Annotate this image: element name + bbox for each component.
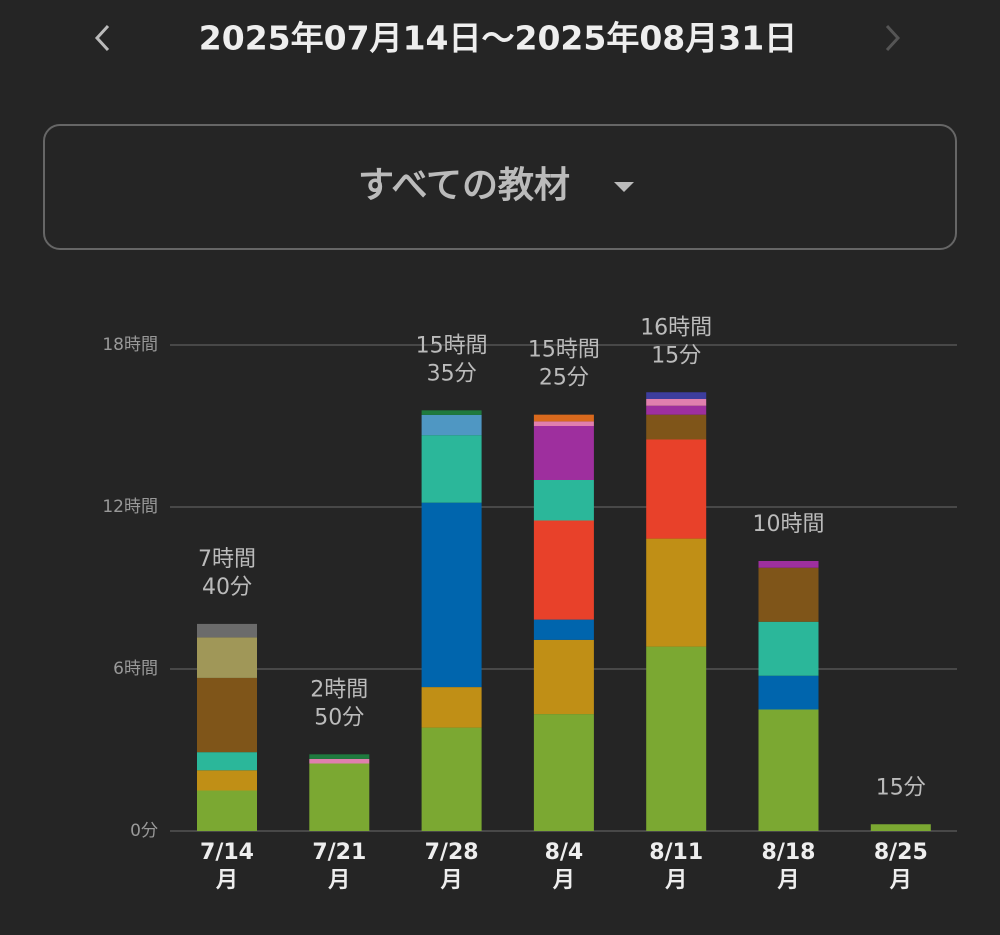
bar-segment: [533, 714, 594, 831]
total-label: 50分: [314, 706, 364, 731]
y-tick-label: 12時間: [102, 497, 158, 517]
bar-segment: [533, 639, 594, 715]
dropdown-arrow: [614, 182, 634, 192]
x-tick-sublabel: 月: [889, 868, 912, 893]
y-tick-label: 18時間: [102, 335, 158, 355]
bar-segment: [533, 480, 594, 521]
bar-segment: [646, 439, 707, 539]
x-tick-sublabel: 月: [552, 868, 575, 893]
bar-segment: [533, 421, 594, 426]
x-tick-label: 8/18: [762, 840, 816, 865]
bar-segment: [197, 623, 257, 638]
total-label: 35分: [427, 361, 477, 386]
bar-segment: [533, 619, 594, 640]
bar-segment: [197, 637, 257, 678]
bar-segment: [421, 414, 482, 436]
bar-segment: [197, 752, 257, 771]
bar-segment: [758, 675, 819, 710]
bar-segment: [646, 405, 707, 415]
bar-segment: [421, 687, 482, 728]
total-label: 15時間: [416, 333, 488, 358]
y-tick-label: 6時間: [113, 659, 158, 679]
bar-segment: [870, 824, 931, 831]
x-tick-label: 7/28: [425, 840, 479, 865]
filter-dropdown[interactable]: [43, 124, 957, 250]
bar-segment: [421, 502, 482, 688]
bar-segment: [646, 392, 707, 399]
bar-segment: [646, 414, 707, 440]
total-label: 2時間: [310, 678, 368, 703]
total-label: 15分: [876, 775, 926, 800]
total-label: 25分: [539, 366, 589, 391]
total-label: 40分: [202, 575, 252, 600]
bar-segment: [646, 538, 707, 647]
total-label: 10時間: [753, 512, 825, 537]
bar-segment: [646, 399, 707, 406]
bar-segment: [309, 758, 370, 764]
total-label: 15時間: [528, 338, 600, 363]
bar-segment: [309, 754, 370, 759]
bar-segment: [421, 410, 482, 415]
bar-segment: [197, 790, 257, 831]
bar-segment: [197, 770, 257, 791]
y-tick-label: 0分: [130, 821, 158, 841]
x-tick-sublabel: 月: [440, 868, 463, 893]
bar-segment: [758, 709, 819, 831]
bar-segment: [533, 520, 594, 620]
bar-segment: [533, 414, 594, 422]
x-tick-sublabel: 月: [215, 868, 238, 893]
filter-label: すべての教材: [358, 165, 570, 206]
bar-segment: [421, 727, 482, 831]
bar-segment: [758, 567, 819, 622]
bar-segment: [533, 426, 594, 480]
x-tick-label: 7/14: [200, 840, 254, 865]
bar-segment: [197, 677, 257, 753]
x-tick-label: 7/21: [312, 840, 366, 865]
total-label: 15分: [651, 343, 701, 368]
bar-segment: [758, 621, 819, 676]
x-tick-sublabel: 月: [776, 868, 799, 893]
bar-segment: [646, 646, 707, 831]
x-tick-sublabel: 月: [664, 868, 687, 893]
prev-button[interactable]: [94, 24, 110, 52]
date-range: 2025年07月14日〜2025年08月31日: [199, 19, 797, 58]
bar-segment: [309, 763, 370, 831]
x-tick-label: 8/4: [545, 840, 584, 865]
x-tick-label: 8/11: [649, 840, 703, 865]
total-label: 7時間: [198, 547, 256, 572]
x-tick-label: 8/25: [874, 840, 928, 865]
next-button[interactable]: [885, 24, 901, 52]
bar-segment: [758, 561, 819, 568]
bar-segment: [421, 435, 482, 503]
x-tick-sublabel: 月: [327, 868, 350, 893]
total-label: 16時間: [640, 315, 712, 340]
